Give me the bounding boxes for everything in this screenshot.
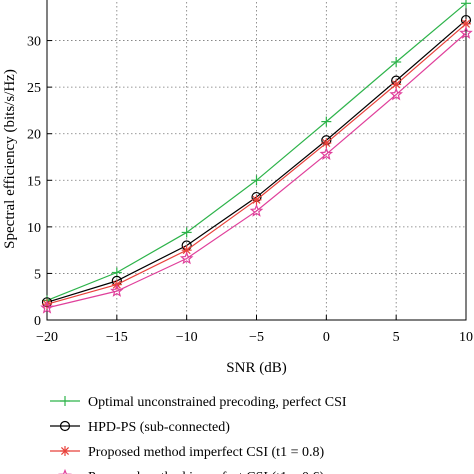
grid-lines [47,0,466,320]
y-tick-label: 20 [27,128,41,143]
series-group [40,0,473,314]
legend-marker [60,396,70,406]
data-point [391,56,402,67]
legend-marker [59,420,71,432]
axis-ticks: −20 −15 −10 −5 0 5 10 0 5 10 15 20 25 30 [27,35,473,345]
x-tick-label: 5 [393,330,400,345]
data-point [319,147,334,160]
data-point [391,79,402,90]
series-0 [42,0,471,306]
data-point [40,300,54,314]
x-tick-label: 0 [323,330,330,345]
data-point [110,284,124,297]
x-tick-label: 10 [459,330,473,345]
y-tick-label: 0 [34,314,41,329]
x-tick-label: −5 [249,330,264,345]
y-tick-label: 15 [27,174,41,189]
legend-entry: Proposed method imperfect CSI (t1 = 0.6) [58,468,324,474]
y-tick-label: 10 [27,221,41,236]
data-point [461,0,471,9]
data-point [179,251,194,265]
series-3 [40,25,473,314]
legend-label: Proposed method imperfect CSI (t1 = 0.8) [88,445,324,460]
legend-label: HPD-PS (sub-connected) [88,420,230,435]
data-point [181,227,192,238]
legend-entry: Optimal unconstrained precoding, perfect… [50,395,347,410]
data-point [321,138,332,149]
y-tick-label: 5 [34,267,41,282]
legend-entry: Proposed method imperfect CSI (t1 = 0.8) [50,445,324,460]
legend-entry: HPD-PS (sub-connected) [50,420,230,435]
data-point [459,25,473,39]
legend-marker [60,446,70,456]
data-point [389,87,403,101]
x-tick-label: −20 [36,330,58,345]
y-axis-label: Spectral efficiency (bits/s/Hz) [2,69,18,249]
data-point [321,116,332,127]
data-point [251,194,262,205]
legend-marker [58,468,72,474]
y-tick-label: 30 [27,35,41,50]
x-tick-label: −10 [176,330,198,345]
legend-label: Optimal unconstrained precoding, perfect… [88,395,347,410]
plot-frame [46,0,467,321]
series-line [46,32,467,309]
legend: Optimal unconstrained precoding, perfect… [50,395,347,474]
x-axis-label: SNR (dB) [226,360,286,376]
data-point [249,203,264,217]
x-tick-label: −15 [106,330,128,345]
data-point [251,175,262,186]
series-line [46,2,467,301]
y-tick-label: 25 [27,81,41,96]
legend-label: Proposed method imperfect CSI (t1 = 0.6) [88,470,324,474]
